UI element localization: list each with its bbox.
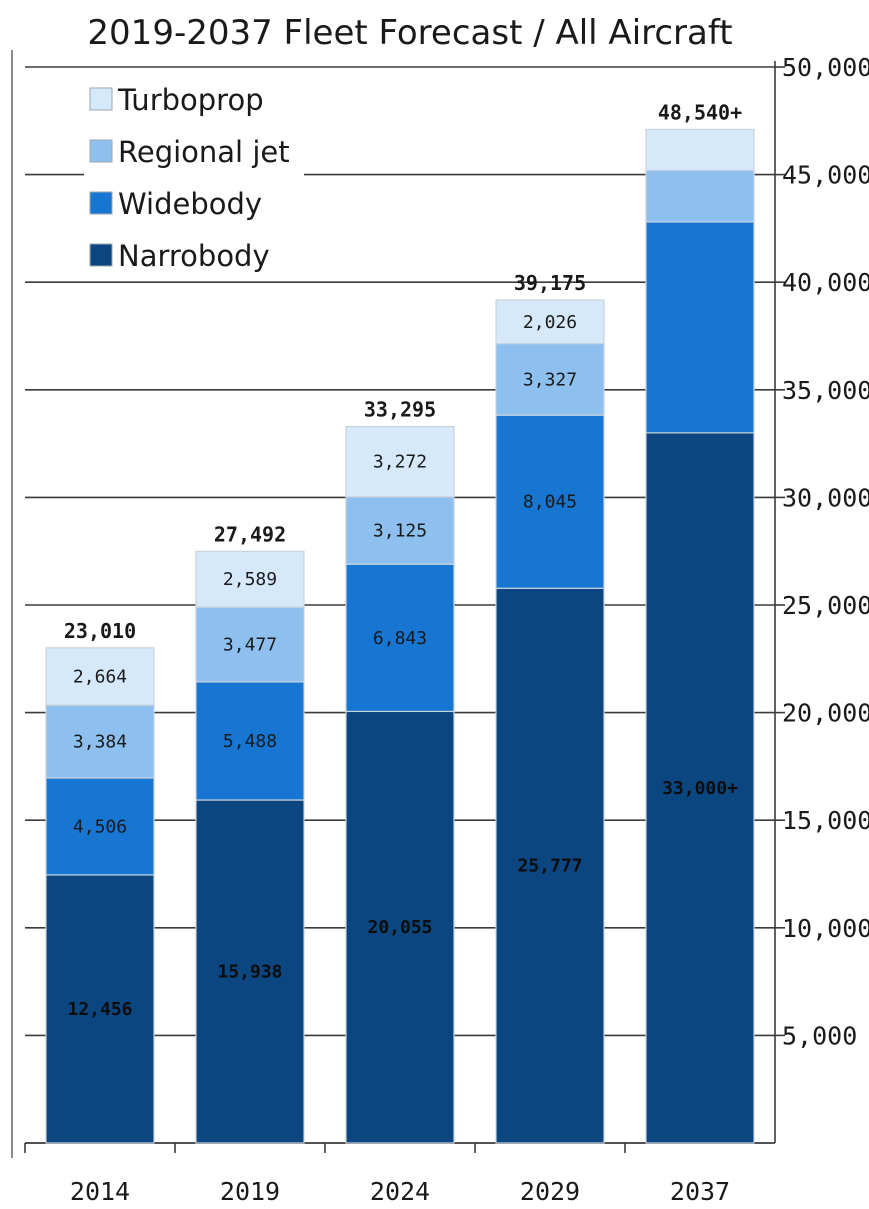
chart-title: 2019-2037 Fleet Forecast / All Aircraft: [87, 13, 732, 53]
data-labels: 12,456 4,506 3,384 2,664 23,010 15,938 5,488 3,…: [64, 100, 742, 1020]
bar-segment: [45, 647, 155, 706]
segment-label: 3,125: [373, 521, 427, 542]
legend-label: Narrobody: [118, 239, 270, 273]
legend-label: Widebody: [118, 187, 262, 221]
total-label: 27,492: [214, 522, 286, 546]
y-tick-label: 20,000: [782, 699, 869, 728]
segment-label: 2,026: [523, 312, 577, 333]
legend-swatch: [89, 191, 113, 215]
segment-label: 15,938: [217, 962, 282, 983]
bar-segment: [495, 587, 605, 1144]
y-tick-label: 25,000: [782, 591, 869, 620]
legend-background: [84, 130, 304, 176]
bar-segment: [345, 496, 455, 565]
legend-label: Turboprop: [117, 83, 264, 117]
bar-segment: [645, 128, 755, 171]
x-tick-label: 2029: [520, 1177, 580, 1206]
y-tick-label: 50,000: [782, 53, 869, 82]
x-tick-label: 2014: [70, 1177, 130, 1206]
bar-segment: [345, 710, 455, 1144]
segment-label: 2,589: [223, 569, 277, 590]
bar-segment: [495, 414, 605, 589]
bar-segment: [495, 299, 605, 345]
y-tick-label: 15,000: [782, 806, 869, 835]
bar-segment: [195, 799, 305, 1144]
x-tick-label: 2024: [370, 1177, 430, 1206]
legend-background: [84, 234, 304, 280]
segment-label: 3,272: [373, 452, 427, 473]
segment-label: 3,327: [523, 369, 577, 390]
segment-label: 5,488: [223, 731, 277, 752]
bar-segment: [45, 704, 155, 779]
segment-label: 3,477: [223, 634, 277, 655]
total-label: 33,295: [364, 397, 436, 421]
legend: Turboprop Regional jet Widebody Narrobody: [84, 78, 304, 280]
bar-segment: [495, 342, 605, 416]
legend-swatch: [89, 87, 113, 111]
x-tick-label: 2019: [220, 1177, 280, 1206]
bar-segment: [645, 432, 755, 1144]
y-tick-label: 10,000: [782, 914, 869, 943]
segment-label: 12,456: [67, 999, 132, 1020]
y-tick-label: 30,000: [782, 483, 869, 512]
y-tick-label: 45,000: [782, 161, 869, 190]
legend-swatch: [89, 243, 113, 267]
bar-segment: [195, 550, 305, 608]
segment-label: 25,777: [517, 856, 582, 877]
title-background: [0, 0, 740, 50]
x-tick-label: 2037: [670, 1177, 730, 1206]
bars: [45, 128, 755, 1144]
segment-label: 8,045: [523, 492, 577, 513]
y-tick-label: 40,000: [782, 268, 869, 297]
axes: 5,000 10,000 15,000 20,000 25,000 30,000 35,00…: [11, 0, 869, 1206]
segment-label: 20,055: [367, 917, 432, 938]
legend-background: [84, 182, 304, 228]
segment-label: 6,843: [373, 628, 427, 649]
bar-segment: [645, 169, 755, 223]
segment-label: 4,506: [73, 816, 127, 837]
segment-label: 2,664: [73, 666, 127, 687]
bar-segment: [195, 606, 305, 683]
legend-label: Regional jet: [118, 135, 290, 169]
total-label: 23,010: [64, 619, 136, 643]
y-tick-label: 35,000: [782, 376, 869, 405]
total-label: 48,540+: [658, 100, 742, 124]
bar-segment: [45, 777, 155, 876]
y-tick-label: 5,000: [782, 1021, 857, 1050]
bar-segment: [195, 681, 305, 801]
bar-segment: [345, 563, 455, 713]
total-label: 39,175: [514, 271, 586, 295]
legend-background: [84, 78, 304, 124]
bar-segment: [645, 221, 755, 434]
bar-segment: [345, 425, 455, 498]
segment-label: 33,000+: [662, 778, 738, 799]
segment-label: 3,384: [73, 732, 127, 753]
legend-swatch: [89, 139, 113, 163]
